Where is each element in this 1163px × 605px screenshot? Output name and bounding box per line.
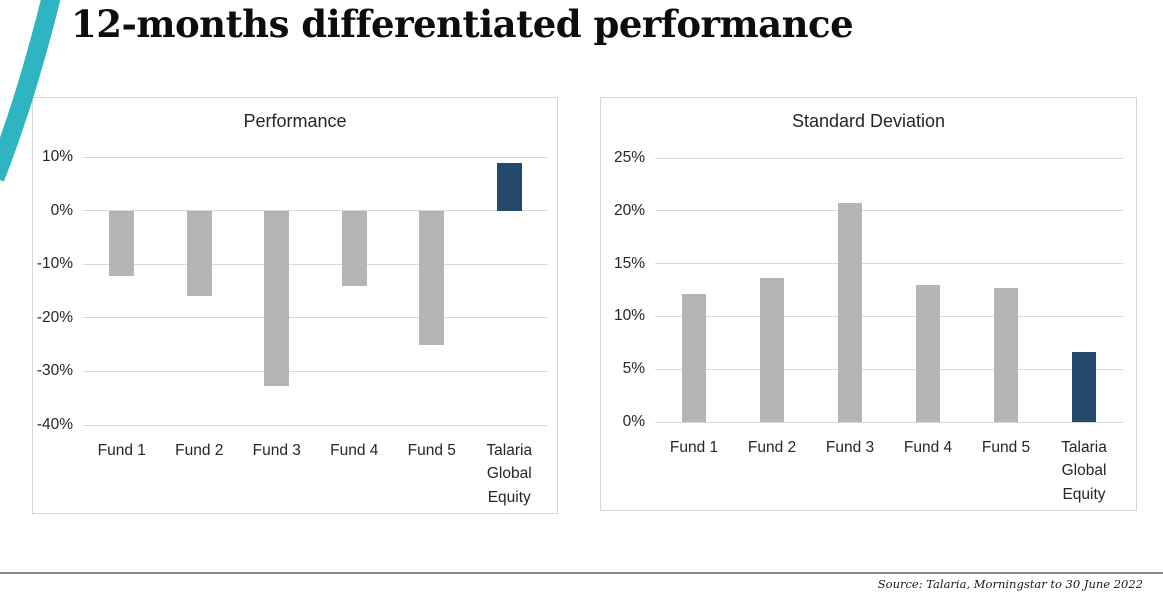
- y-tick-label: 5%: [622, 360, 645, 378]
- x-axis-label-fund-2: Fund 2: [175, 442, 224, 459]
- y-tick-label: 0%: [50, 201, 73, 219]
- plot-area: [83, 156, 548, 426]
- bar-fund-3: [264, 210, 290, 387]
- bar-talaria-global-equity: [496, 162, 522, 211]
- x-axis-label-fund-5: Fund 5: [981, 439, 1031, 456]
- bar-talaria-global-equity: [1072, 352, 1096, 422]
- footer-divider-line: [0, 572, 1163, 574]
- x-axis-label-fund-3: Fund 3: [825, 439, 875, 456]
- x-axis-label-fund-4: Fund 4: [330, 442, 379, 459]
- y-tick-label: 10%: [613, 307, 645, 325]
- slide-title: 12-months differentiated performance: [71, 2, 854, 46]
- gridline: [83, 370, 548, 372]
- plot-area: [655, 157, 1123, 423]
- gridline: [655, 157, 1123, 159]
- gridline: [655, 421, 1123, 423]
- performance-chart: Performance 10% 0% -10% -20% -30% -40% Fund 1 F…: [32, 97, 558, 514]
- y-tick-label: 0%: [622, 413, 645, 430]
- x-axis-label-fund-5: Fund 5: [407, 442, 456, 459]
- bar-fund-1: [109, 210, 135, 276]
- bar-fund-1: [682, 294, 706, 422]
- y-tick-label: 15%: [613, 254, 645, 272]
- x-axis-label-fund-4: Fund 4: [903, 439, 953, 456]
- x-axis-label-fund-3: Fund 3: [252, 442, 301, 459]
- y-tick-label: -20%: [36, 308, 73, 326]
- gridline: [83, 424, 548, 426]
- bar-fund-2: [186, 210, 212, 297]
- standard-deviation-chart: Standard Deviation 25% 20% 15% 10% 5% 0% Fund …: [600, 97, 1137, 511]
- teal-swoosh-decoration: [0, 0, 61, 182]
- x-axis-label-fund-1: Fund 1: [669, 439, 719, 456]
- gridline: [83, 210, 548, 212]
- gridline: [655, 315, 1123, 317]
- bar-fund-3: [838, 203, 862, 422]
- x-axis-label-fund-1: Fund 1: [97, 442, 146, 459]
- y-tick-label: 25%: [613, 149, 645, 166]
- chart-title: Standard Deviation: [791, 111, 946, 131]
- gridline: [655, 263, 1123, 265]
- bar-fund-4: [916, 284, 940, 422]
- bar-fund-5: [994, 287, 1018, 422]
- gridline: [83, 317, 548, 319]
- source-attribution: Source: Talaria, Morningstar to 30 June …: [877, 577, 1143, 591]
- gridline: [655, 210, 1123, 212]
- gridline: [83, 263, 548, 265]
- x-axis-label-fund-2: Fund 2: [747, 439, 797, 456]
- y-tick-label: -40%: [36, 416, 73, 433]
- y-tick-label: 20%: [613, 201, 645, 219]
- bar-fund-5: [419, 210, 445, 345]
- y-tick-label: -30%: [36, 362, 73, 380]
- chart-title: Performance: [243, 111, 347, 131]
- gridline: [83, 156, 548, 158]
- y-tick-label: 10%: [41, 148, 73, 165]
- y-tick-label: -10%: [36, 255, 73, 273]
- gridline: [655, 368, 1123, 370]
- bar-fund-4: [341, 210, 367, 286]
- x-axis-label-talaria-global-equity: Talaria Global Equity: [486, 442, 533, 506]
- x-axis-label-talaria-global-equity: Talaria Global Equity: [1061, 439, 1107, 503]
- bar-fund-2: [760, 278, 784, 422]
